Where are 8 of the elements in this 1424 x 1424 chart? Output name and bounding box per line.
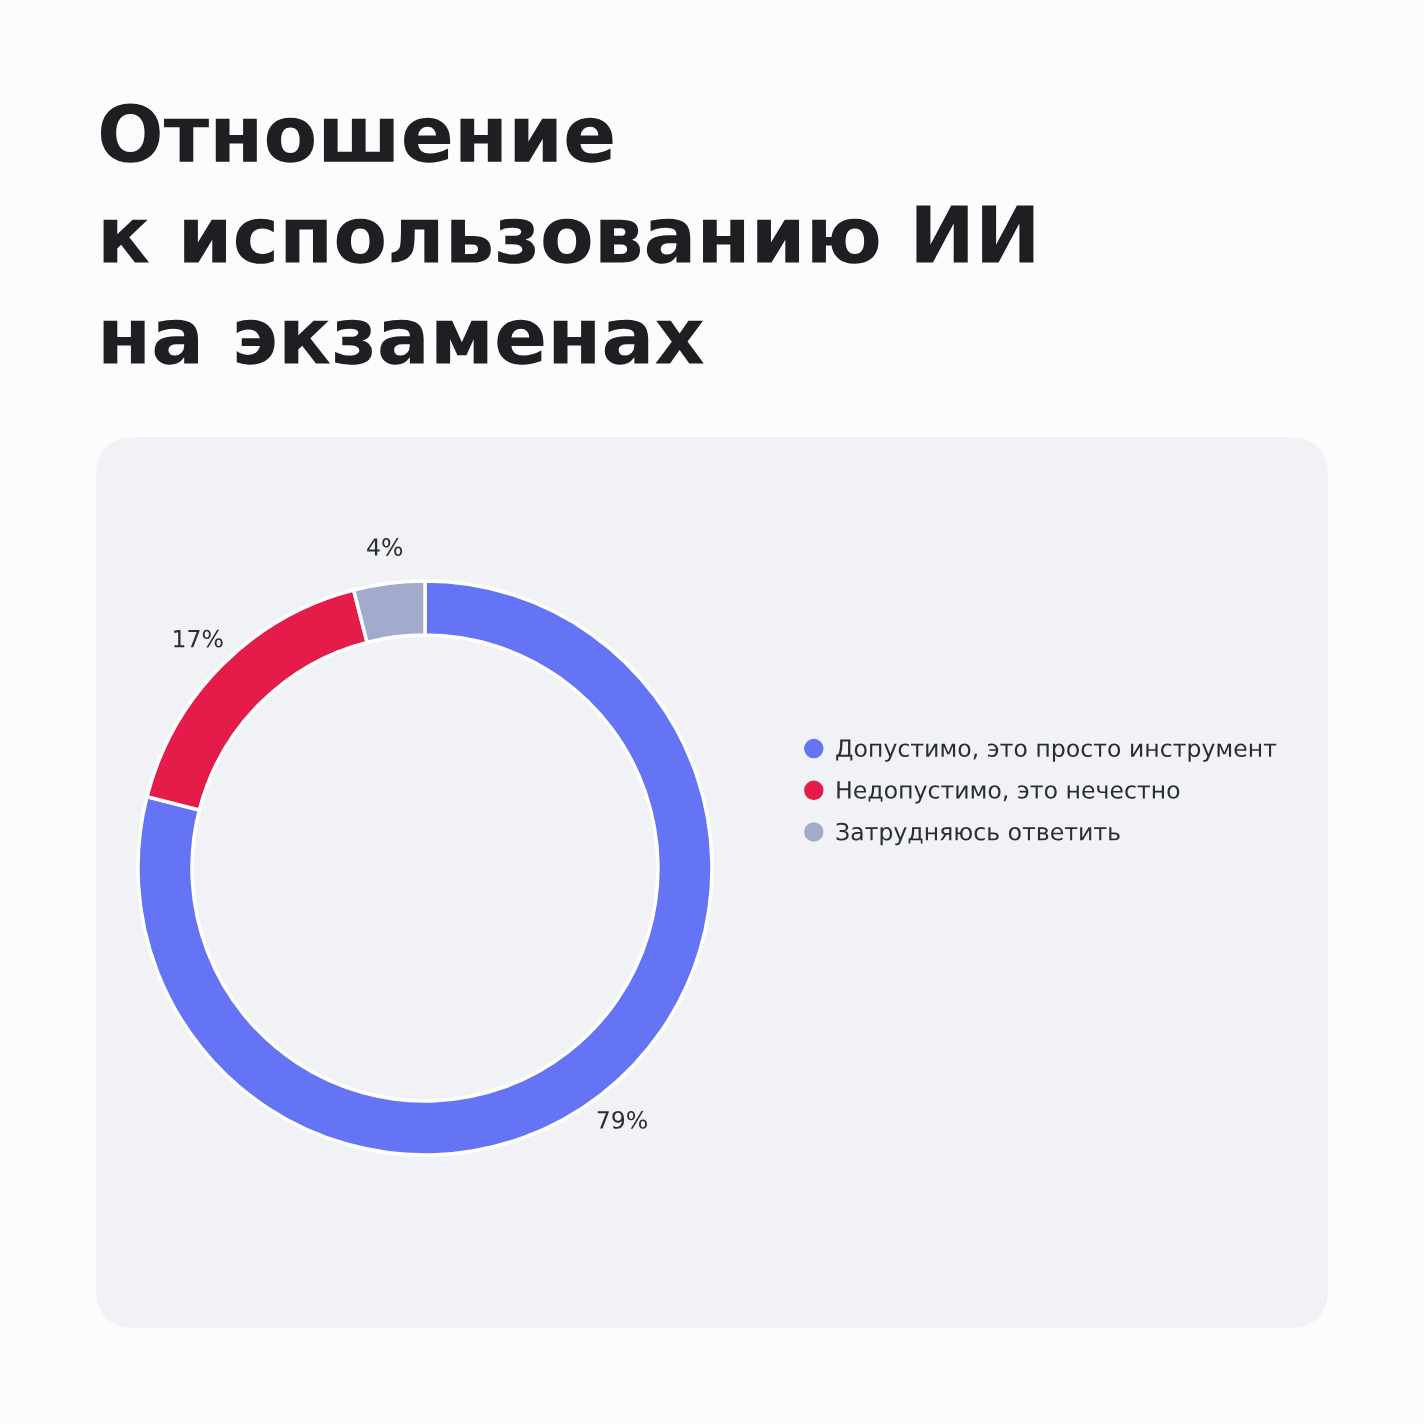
donut-slice	[136, 579, 714, 1157]
data-label: 79%	[597, 1110, 647, 1129]
data-label: 17%	[174, 629, 223, 648]
legend-label: Затрудняюсь ответить	[836, 822, 1120, 846]
legend-label: Допустимо, это просто инструмент	[836, 739, 1277, 762]
legend-label: Недопустимо, это нечестно	[837, 781, 1180, 804]
chart-title: Отношение к использованию ИИ на экзаменах	[100, 103, 1034, 365]
data-label: 4%	[367, 538, 403, 556]
